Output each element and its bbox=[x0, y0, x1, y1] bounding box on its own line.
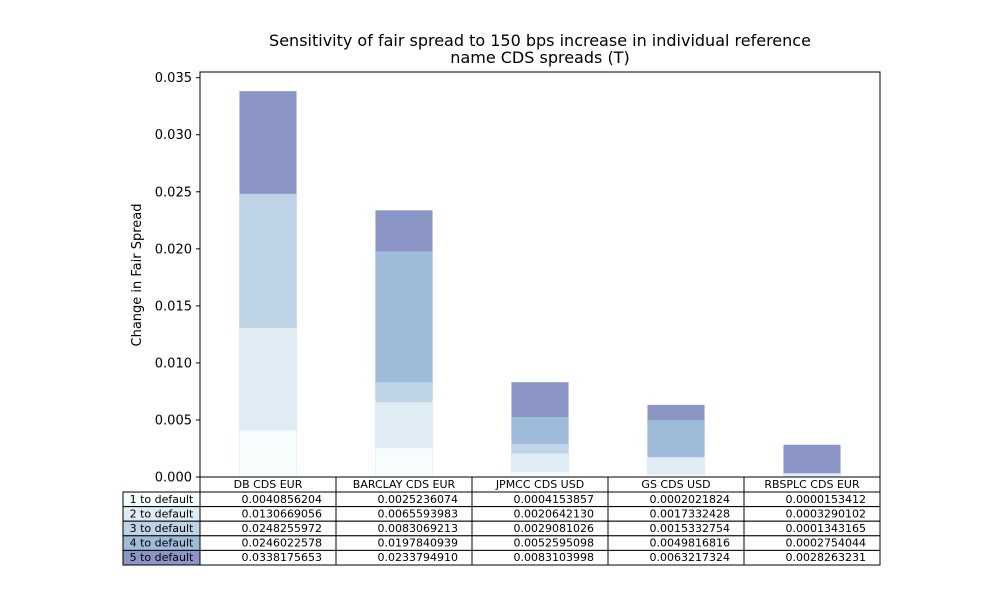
data-table: DB CDS EUR BARCLAY CDS EUR JPMCC CDS USD GS… bbox=[122, 476, 881, 566]
bar bbox=[239, 430, 297, 477]
table-cell-value: 0.0015332754 bbox=[650, 522, 730, 535]
table-column-label: DB CDS EUR bbox=[234, 478, 303, 491]
table-cell-value: 0.0017332428 bbox=[650, 507, 730, 520]
table-cell-value: 0.0004153857 bbox=[514, 493, 594, 506]
table-cell-value: 0.0197840939 bbox=[378, 537, 458, 550]
table-cell-value: 0.0029081026 bbox=[514, 522, 594, 535]
table-cell-value: 0.0000153412 bbox=[786, 493, 866, 506]
y-tick-label: 0.005 bbox=[155, 413, 192, 428]
bar bbox=[647, 457, 705, 477]
bars-layer bbox=[239, 91, 841, 477]
bar bbox=[783, 444, 841, 477]
bar bbox=[647, 474, 705, 477]
table-cell-value: 0.0083103998 bbox=[514, 551, 594, 564]
table-column-label: JPMCC CDS USD bbox=[495, 478, 584, 491]
y-axis-label: Change in Fair Spread bbox=[130, 203, 145, 346]
table-cell-value: 0.0001343165 bbox=[786, 522, 866, 535]
table-row-label: 5 to default bbox=[130, 551, 194, 564]
y-tick-label: 0.030 bbox=[155, 128, 192, 143]
bar bbox=[783, 473, 841, 477]
bar bbox=[375, 448, 433, 477]
y-tick-label: 0.025 bbox=[155, 185, 192, 200]
table-cell-value: 0.0338175653 bbox=[242, 551, 322, 564]
table-cell-value: 0.0020642130 bbox=[514, 507, 594, 520]
table-cell-value: 0.0049816816 bbox=[650, 537, 730, 550]
table-row-label: 3 to default bbox=[130, 522, 194, 535]
bar bbox=[511, 472, 569, 477]
table-cell-value: 0.0083069213 bbox=[378, 522, 458, 535]
y-axis: 0.000 0.005 0.010 0.015 0.020 0.025 0.030 0.035 bbox=[155, 71, 200, 486]
y-tick-label: 0.000 bbox=[155, 471, 192, 486]
table-cell-value: 0.0248255972 bbox=[242, 522, 322, 535]
table-row-label: 1 to default bbox=[130, 493, 194, 506]
table-cell-value: 0.0063217324 bbox=[650, 551, 730, 564]
table-cell-value: 0.0003290102 bbox=[786, 507, 866, 520]
y-tick-label: 0.010 bbox=[155, 356, 192, 371]
table-column-label: RBSPLC CDS EUR bbox=[764, 478, 860, 491]
table-cell-value: 0.0052595098 bbox=[514, 537, 594, 550]
y-tick-label: 0.035 bbox=[155, 71, 192, 86]
table-cell-value: 0.0025236074 bbox=[378, 493, 458, 506]
table-cell-value: 0.0002021824 bbox=[650, 493, 730, 506]
table-cell-value: 0.0002754044 bbox=[786, 537, 866, 550]
chart-title-line-1: Sensitivity of fair spread to 150 bps in… bbox=[269, 31, 811, 50]
y-tick-label: 0.020 bbox=[155, 242, 192, 257]
table-cell-value: 0.0065593983 bbox=[378, 507, 458, 520]
table-cell-value: 0.0130669056 bbox=[242, 507, 322, 520]
table-cell-value: 0.0233794910 bbox=[378, 551, 458, 564]
bar bbox=[511, 453, 569, 477]
table-column-label: GS CDS USD bbox=[641, 478, 710, 491]
y-tick-label: 0.015 bbox=[155, 299, 192, 314]
table-cell-value: 0.0028263231 bbox=[786, 551, 866, 564]
table-cell-value: 0.0246022578 bbox=[242, 537, 322, 550]
chart-title-line-2: name CDS spreads (T) bbox=[450, 48, 629, 67]
table-column-label: BARCLAY CDS EUR bbox=[353, 478, 456, 491]
table-frame bbox=[122, 491, 881, 566]
table-row-label: 4 to default bbox=[130, 537, 194, 550]
table-cell-value: 0.0040856204 bbox=[242, 493, 322, 506]
table-row-label: 2 to default bbox=[130, 507, 194, 520]
